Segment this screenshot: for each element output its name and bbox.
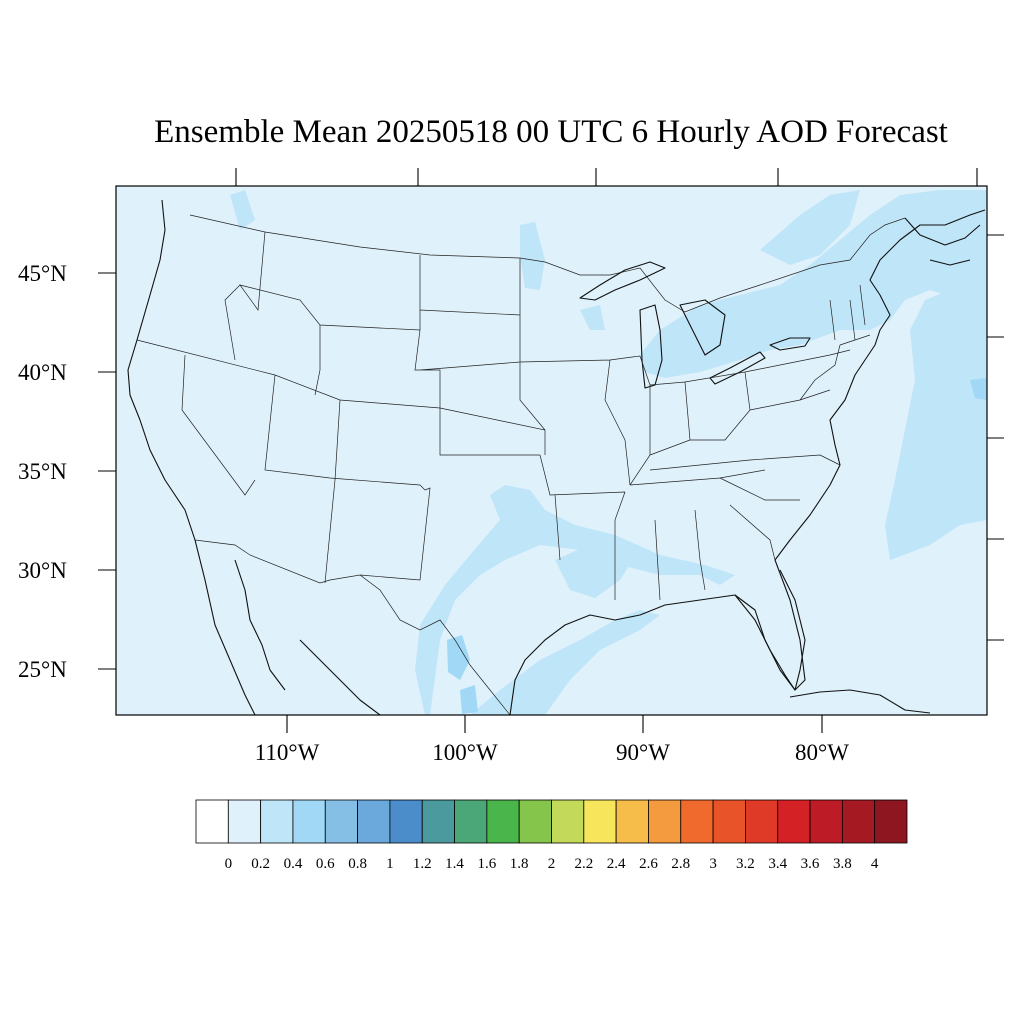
colorbar-swatch bbox=[841, 799, 876, 844]
colorbar-swatch bbox=[777, 799, 811, 844]
colorbar-swatch bbox=[292, 799, 326, 844]
colorbar-swatch bbox=[486, 799, 520, 844]
aod-region-atlantic-high bbox=[970, 378, 987, 400]
colorbar-swatch bbox=[809, 799, 843, 844]
colorbar-swatch bbox=[551, 799, 585, 844]
lon-label-110w: 110°W bbox=[255, 740, 320, 765]
lat-label-30: 30°N bbox=[18, 558, 67, 583]
colorbar-swatch bbox=[389, 799, 423, 844]
colorbar-tick-label: 0.4 bbox=[284, 856, 303, 872]
colorbar-labels: 0 0.2 0.4 0.6 0.8 1 1.2 1.4 1.6 1.8 2 2.2 2.4 2.6 2.8 3… bbox=[225, 856, 879, 872]
gulf-coastline bbox=[509, 209, 986, 715]
colorbar-tick-label: 1 bbox=[386, 856, 394, 872]
colorbar-tick-label: 3.6 bbox=[801, 856, 820, 872]
colorbar-swatch bbox=[648, 799, 682, 844]
map-boundaries bbox=[127, 199, 986, 715]
west-coastline bbox=[127, 199, 196, 541]
canada-border bbox=[189, 214, 906, 313]
colorbar-swatch bbox=[324, 799, 358, 844]
colorbar-tick-label: 3.4 bbox=[768, 856, 787, 872]
lake-superior bbox=[579, 261, 666, 301]
top-ticks bbox=[235, 168, 978, 186]
colorbar-swatch bbox=[680, 799, 714, 844]
colorbar-swatch bbox=[357, 799, 391, 844]
colorbar-tick-label: 0 bbox=[225, 856, 233, 872]
colorbar-tick-label: 3.2 bbox=[736, 856, 755, 872]
colorbar-swatch bbox=[712, 799, 746, 844]
aod-region-great-lakes bbox=[580, 305, 605, 330]
aod-region-northwest bbox=[230, 190, 255, 230]
colorbar-tick-label: 1.2 bbox=[413, 856, 432, 872]
lon-label-80w: 80°W bbox=[795, 740, 849, 765]
lat-label-45: 45°N bbox=[18, 261, 67, 286]
colorbar-tick-label: 0.2 bbox=[251, 856, 270, 872]
colorbar-swatch bbox=[195, 799, 229, 844]
mexico-border bbox=[194, 539, 511, 715]
aod-region-mexico-high bbox=[447, 635, 470, 680]
colorbar-tick-label: 2.8 bbox=[671, 856, 690, 872]
right-ticks bbox=[987, 234, 1004, 641]
colorbar-tick-label: 1.4 bbox=[445, 856, 464, 872]
colorbar-swatch bbox=[583, 799, 617, 844]
colorbar-tick-label: 2.2 bbox=[574, 856, 593, 872]
bottom-ticks bbox=[286, 715, 823, 733]
colorbar-tick-label: 1.8 bbox=[510, 856, 529, 872]
colorbar-swatch bbox=[745, 799, 779, 844]
lake-michigan bbox=[639, 304, 663, 389]
aod-region-mexico-high-2 bbox=[460, 685, 478, 714]
lat-label-25: 25°N bbox=[18, 657, 67, 682]
figure-title: Ensemble Mean 20250518 00 UTC 6 Hourly A… bbox=[154, 114, 948, 150]
aod-region-gulf-south bbox=[470, 610, 660, 715]
maritimes-coastline bbox=[904, 217, 981, 266]
mexico-coast bbox=[299, 639, 381, 715]
lat-label-40: 40°N bbox=[18, 360, 67, 385]
colorbar-tick-label: 0.8 bbox=[348, 856, 367, 872]
colorbar-swatch bbox=[454, 799, 488, 844]
aod-region-texas-gulf bbox=[415, 485, 735, 715]
colorbar-tick-label: 0.6 bbox=[316, 856, 335, 872]
colorbar-tick-label: 1.6 bbox=[477, 856, 496, 872]
left-ticks bbox=[98, 272, 116, 670]
aod-region-mid-gulf bbox=[555, 540, 640, 598]
map-frame bbox=[115, 185, 988, 716]
state-lines bbox=[136, 231, 871, 601]
colorbar-tick-label: 2.6 bbox=[639, 856, 658, 872]
cuba-coastline bbox=[789, 689, 931, 714]
aod-field bbox=[230, 190, 987, 715]
lon-label-90w: 90°W bbox=[616, 740, 670, 765]
lake-ontario bbox=[769, 337, 811, 351]
colorbar-tick-label: 2.4 bbox=[607, 856, 626, 872]
aod-region-northeast bbox=[640, 190, 987, 378]
lat-label-35: 35°N bbox=[18, 459, 67, 484]
colorbar-tick-label: 2 bbox=[548, 856, 556, 872]
lon-label-100w: 100°W bbox=[432, 740, 498, 765]
colorbar-swatch bbox=[874, 799, 908, 844]
colorbar-tick-label: 3.8 bbox=[833, 856, 852, 872]
colorbar-swatch bbox=[260, 799, 294, 844]
aod-region-quebec bbox=[760, 190, 860, 265]
aod-region-north-central bbox=[520, 222, 545, 290]
aod-region-atlantic bbox=[885, 280, 987, 560]
colorbar-swatch bbox=[615, 799, 649, 844]
colorbar-swatch bbox=[421, 799, 455, 844]
lake-erie bbox=[709, 351, 766, 385]
florida-coastline bbox=[734, 569, 806, 691]
colorbar-tick-label: 3 bbox=[709, 856, 717, 872]
lake-huron bbox=[679, 299, 726, 356]
colorbar bbox=[195, 799, 908, 844]
colorbar-swatch bbox=[518, 799, 552, 844]
colorbar-tick-label: 4 bbox=[871, 856, 879, 872]
baja-coastline bbox=[194, 539, 286, 715]
colorbar-swatch bbox=[227, 799, 262, 844]
